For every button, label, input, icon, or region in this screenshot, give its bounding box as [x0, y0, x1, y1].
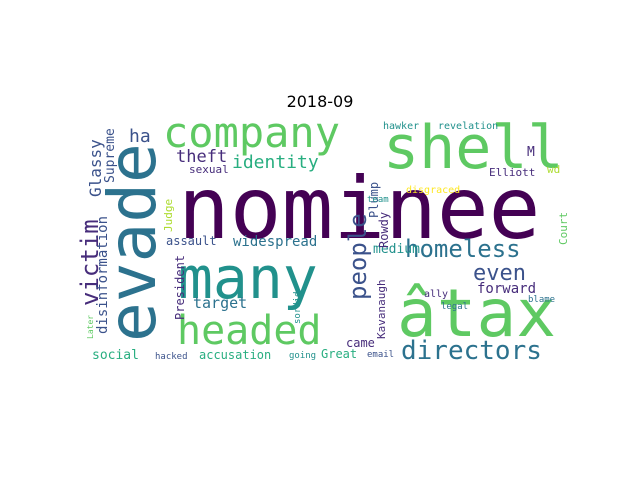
cloud-word: shell: [383, 113, 564, 183]
cloud-word: victim: [76, 219, 104, 306]
cloud-word: people: [344, 213, 372, 300]
cloud-word: revelation: [438, 121, 498, 132]
cloud-word: came: [346, 336, 375, 350]
cloud-word: widespread: [233, 234, 317, 250]
cloud-word: Glassy: [86, 139, 105, 197]
cloud-word: nominee: [178, 159, 540, 259]
cloud-word: assault: [166, 234, 217, 248]
cloud-word: Judge: [162, 199, 175, 232]
cloud-word: team: [367, 195, 389, 205]
cloud-word: directors: [401, 336, 542, 366]
cloud-word: even: [473, 261, 526, 286]
cloud-word: headed: [177, 308, 322, 354]
cloud-word: homeless: [405, 235, 521, 263]
cloud-word: M: [527, 145, 535, 160]
cloud-word: many: [178, 244, 318, 312]
cloud-word: ally: [424, 289, 448, 300]
cloud-word: ha: [129, 126, 151, 147]
cloud-word: social: [92, 348, 139, 363]
cloud-word: sordid: [293, 291, 303, 324]
cloud-word: legal: [441, 302, 468, 312]
cloud-word: Elliott: [489, 166, 535, 179]
cloud-word: sexual: [189, 163, 229, 176]
cloud-word: target: [193, 294, 247, 312]
cloud-word: Plump: [367, 182, 381, 218]
cloud-word: evade: [94, 143, 171, 342]
cloud-word: Later: [86, 315, 95, 339]
cloud-word: Supreme: [103, 128, 118, 183]
cloud-word: theft: [176, 147, 227, 167]
cloud-word: wd: [547, 163, 560, 176]
cloud-word: medium: [373, 242, 420, 257]
cloud-word: identity: [232, 152, 319, 173]
cloud-word: Great: [321, 347, 357, 361]
chart-title: 2018-09: [286, 92, 354, 111]
cloud-word: Rowdy: [377, 212, 391, 248]
cloud-word: going: [289, 351, 316, 361]
cloud-word: hacked: [155, 352, 188, 362]
cloud-word: disgraced: [406, 185, 460, 196]
cloud-word: email: [367, 350, 394, 360]
cloud-word: Kavanaugh: [375, 279, 388, 339]
cloud-word: blame: [528, 295, 555, 305]
cloud-word: accusation: [199, 348, 271, 362]
cloud-word: forward: [477, 281, 536, 297]
cloud-word: âtax: [397, 275, 556, 352]
cloud-word: President: [173, 255, 187, 320]
cloud-word: company: [163, 108, 340, 157]
cloud-word: hawker: [383, 121, 419, 132]
cloud-word: Court: [557, 212, 570, 245]
cloud-word: disinformation: [95, 216, 111, 334]
